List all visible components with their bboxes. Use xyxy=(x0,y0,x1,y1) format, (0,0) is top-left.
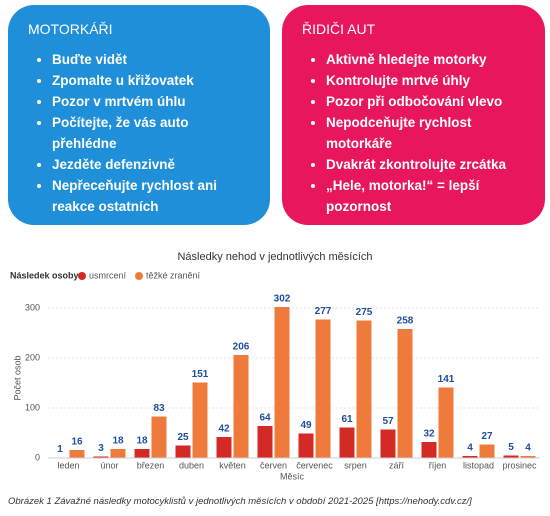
bar xyxy=(520,456,536,458)
y-axis-title: Počet osob xyxy=(12,355,22,400)
bullet-item: Pozor v mrtvém úhlu xyxy=(52,91,256,112)
value-label: 277 xyxy=(315,306,332,317)
info-box: MOTORKÁŘI Buďte vidětZpomalte u křižovat… xyxy=(8,5,270,225)
value-label: 3 xyxy=(98,443,104,454)
x-tick-label: duben xyxy=(179,460,204,470)
box-title: MOTORKÁŘI xyxy=(28,21,113,37)
value-label: 49 xyxy=(300,420,312,431)
x-tick-label: listopad xyxy=(463,460,494,470)
bar xyxy=(438,387,454,458)
value-label: 83 xyxy=(153,403,165,414)
box-title: ŘIDIČI AUT xyxy=(302,21,376,37)
bullet-item: „Hele, motorka!“ = lepší pozornost xyxy=(326,175,531,217)
bar xyxy=(479,444,495,458)
value-label: 16 xyxy=(71,437,83,448)
x-tick-label: červenec xyxy=(296,460,333,470)
bullet-item: Buďte vidět xyxy=(52,49,256,70)
bar xyxy=(380,429,396,458)
x-tick-label: květen xyxy=(219,460,246,470)
bar xyxy=(134,449,150,458)
bar xyxy=(274,307,290,458)
value-label: 275 xyxy=(356,307,373,318)
value-label: 61 xyxy=(341,414,353,425)
value-label: 27 xyxy=(481,431,493,442)
value-label: 18 xyxy=(136,436,148,447)
bullet-list: Aktivně hledejte motorkyKontrolujte mrtv… xyxy=(302,49,531,217)
bar xyxy=(233,355,249,458)
y-tick-label: 0 xyxy=(35,452,40,462)
value-label: 1 xyxy=(57,444,63,455)
legend-title: Následek osoby xyxy=(10,270,79,280)
value-label: 4 xyxy=(525,443,531,454)
caption: Obrázek 1 Závažné následky motocyklistů … xyxy=(8,496,472,507)
bar xyxy=(421,442,437,458)
bar xyxy=(110,449,126,458)
bar xyxy=(397,329,413,458)
bar xyxy=(93,456,109,458)
chart-title: Následky nehod v jednotlivých měsících xyxy=(177,251,372,263)
chart: Následky nehod v jednotlivých měsících N… xyxy=(10,251,540,481)
value-label: 57 xyxy=(382,416,394,427)
info-box: ŘIDIČI AUT Aktivně hledejte motorkyKontr… xyxy=(282,5,545,225)
y-tick-label: 200 xyxy=(25,352,40,362)
bullet-item: Nepodceňujte rychlost motorkáře xyxy=(326,112,531,154)
bullet-item: Kontrolujte mrtvé úhly xyxy=(326,70,531,91)
bar xyxy=(69,450,85,458)
bar xyxy=(315,319,331,458)
bar xyxy=(356,320,372,458)
bar xyxy=(192,382,208,458)
bullet-item: Pozor při odbočování vlevo xyxy=(326,91,531,112)
value-label: 18 xyxy=(112,436,124,447)
y-tick-label: 300 xyxy=(25,302,40,312)
x-tick-label: červen xyxy=(260,460,287,470)
value-label: 258 xyxy=(397,316,414,327)
value-label: 141 xyxy=(438,374,455,385)
bar xyxy=(257,426,273,458)
bullet-list: Buďte vidětZpomalte u křižovatekPozor v … xyxy=(28,49,256,217)
value-label: 206 xyxy=(233,342,250,353)
x-tick-label: září xyxy=(389,460,405,470)
bullet-item: Počítejte, že vás auto přehlédne xyxy=(52,112,256,154)
x-tick-label: březen xyxy=(137,460,165,470)
bar xyxy=(339,427,355,458)
bullet-item: Nepřeceňujte rychlost ani reakce ostatní… xyxy=(52,175,256,217)
value-label: 42 xyxy=(218,424,230,435)
bullet-item: Dvakrát zkontrolujte zrcátka xyxy=(326,154,531,175)
x-tick-label: srpen xyxy=(344,460,367,470)
value-label: 4 xyxy=(467,443,473,454)
bar xyxy=(175,445,191,458)
value-label: 151 xyxy=(192,369,209,380)
x-axis-title: Měsíc xyxy=(280,471,305,481)
value-label: 302 xyxy=(274,294,291,305)
bar xyxy=(503,455,519,458)
bar xyxy=(298,433,314,458)
value-label: 32 xyxy=(423,429,435,440)
legend-label: těžké zranění xyxy=(146,270,201,280)
value-label: 64 xyxy=(259,413,271,424)
x-tick-label: leden xyxy=(57,460,79,470)
bar xyxy=(462,456,478,458)
legend-swatch xyxy=(78,272,86,280)
bullet-item: Aktivně hledejte motorky xyxy=(326,49,531,70)
legend-swatch xyxy=(135,272,144,280)
x-tick-label: prosinec xyxy=(502,460,537,470)
bar xyxy=(216,437,232,458)
value-label: 5 xyxy=(508,442,514,453)
bullet-item: Jezděte defenzivně xyxy=(52,154,256,175)
bar xyxy=(151,416,167,458)
legend-label: usmrcení xyxy=(89,270,127,280)
y-tick-label: 100 xyxy=(25,402,40,412)
x-tick-label: únor xyxy=(100,460,118,470)
value-label: 25 xyxy=(177,432,189,443)
bullet-item: Zpomalte u křižovatek xyxy=(52,70,256,91)
x-tick-label: říjen xyxy=(429,460,447,470)
